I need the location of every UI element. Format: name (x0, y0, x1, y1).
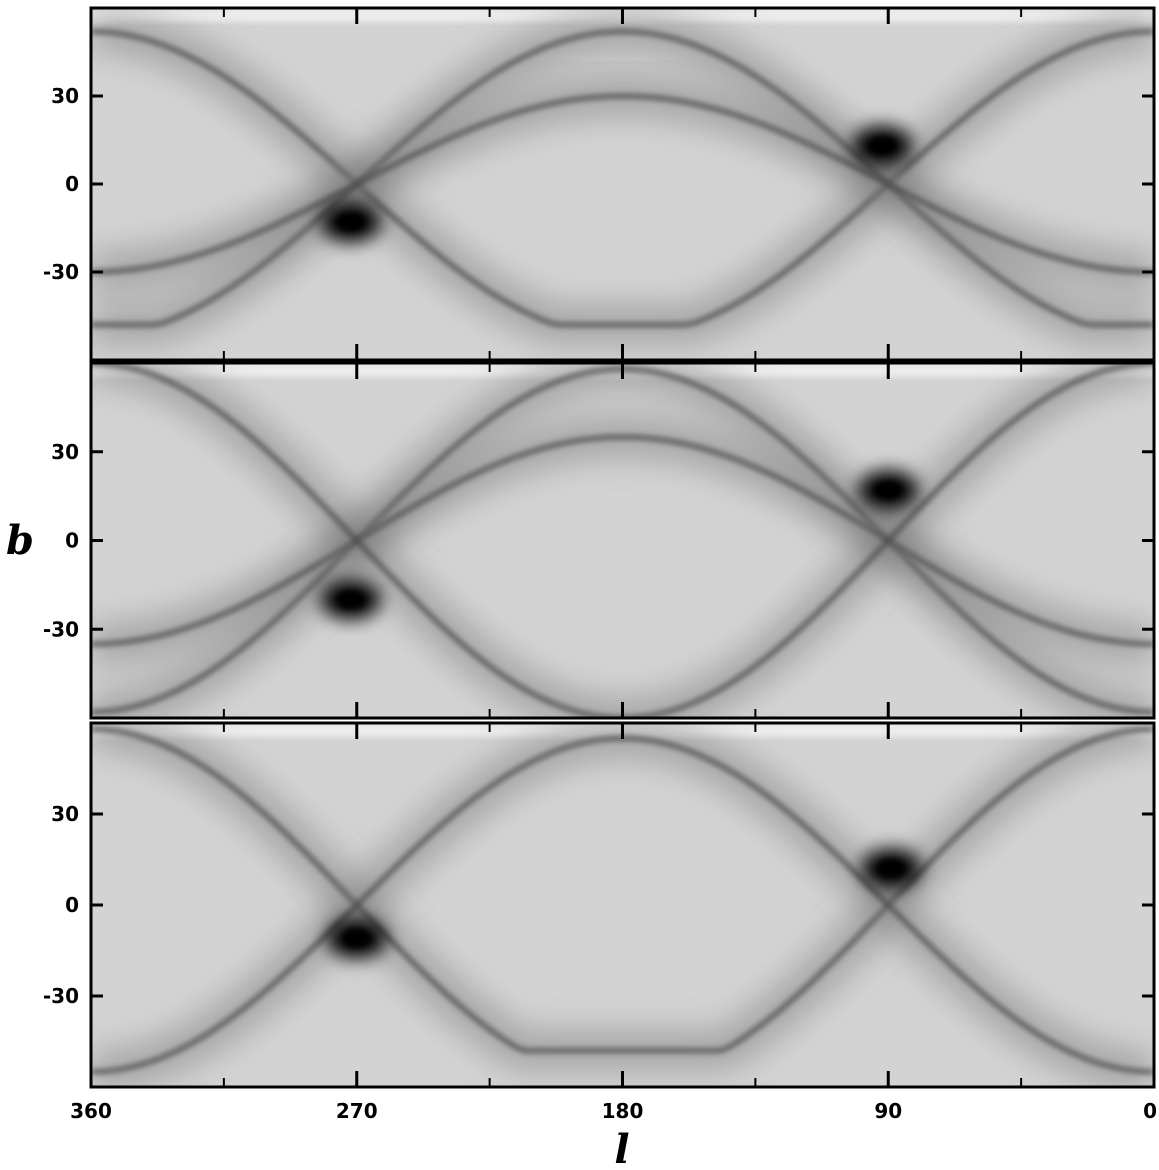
y-tick-label: -30 (43, 984, 79, 1008)
x-tick-label: 360 (70, 1099, 112, 1123)
tick-labels: 30 0 -30 30 0 -30 30 0 -30 360 270 180 90 0 (43, 84, 1157, 1123)
density-peak-core (342, 929, 371, 948)
y-tick-label: 0 (65, 529, 79, 553)
arc-line (91, 363, 1154, 718)
y-tick-label: -30 (43, 260, 79, 284)
arc-line (91, 93, 1154, 275)
arc-line (91, 29, 1154, 328)
density-peak-core (336, 590, 365, 609)
arc-line (91, 28, 1154, 328)
heatmap-panel-3 (91, 723, 1154, 1087)
arc-line (91, 726, 1154, 1054)
x-axis-title: l (614, 1126, 629, 1170)
heatmap-panels (91, 8, 1154, 1087)
y-axis-title: b (6, 517, 34, 564)
x-tick-label: 270 (336, 1099, 378, 1123)
x-tick-label: 0 (1143, 1099, 1157, 1123)
x-tick-label: 180 (602, 1099, 644, 1123)
arc-line (91, 434, 1154, 647)
y-tick-label: 30 (51, 84, 79, 108)
heatmap-panel-1 (91, 8, 1154, 360)
axis-ticks (89, 8, 1156, 1087)
density-peak-core (877, 859, 906, 878)
y-tick-label: 0 (65, 172, 79, 196)
y-tick-label: 0 (65, 893, 79, 917)
heatmap-panel-2 (91, 363, 1154, 718)
panel-background (91, 8, 1154, 360)
y-tick-label: 30 (51, 802, 79, 826)
density-peak-core (868, 136, 897, 155)
density-peak-core (336, 213, 365, 232)
panel-background (91, 723, 1154, 1087)
y-tick-label: 30 (51, 440, 79, 464)
x-tick-label: 90 (874, 1099, 902, 1123)
density-peak-core (874, 481, 903, 500)
y-tick-label: -30 (43, 617, 79, 641)
